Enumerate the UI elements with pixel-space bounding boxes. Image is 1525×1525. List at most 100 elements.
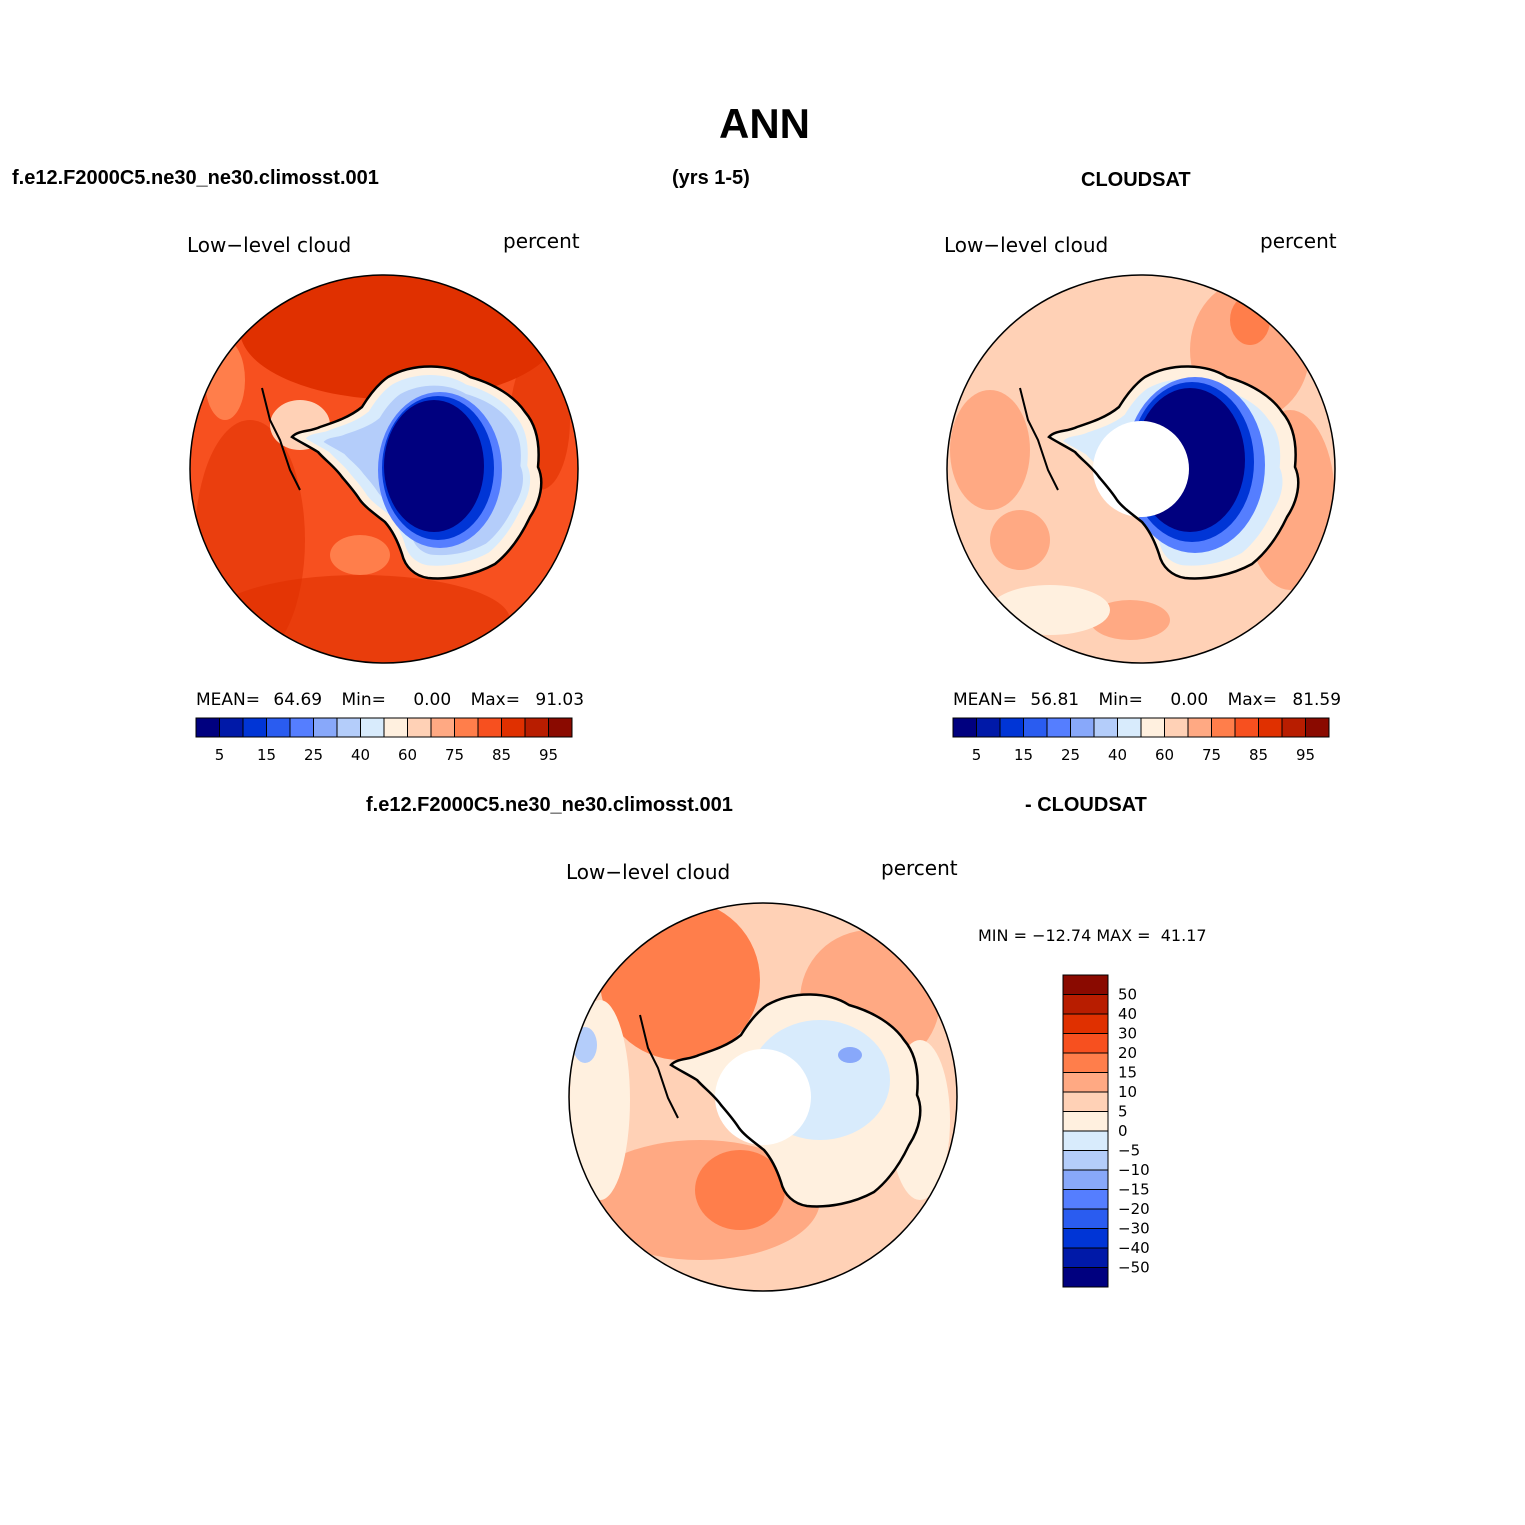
model-colorbar-swatch <box>383 717 408 738</box>
obs-colorbar-swatch <box>999 717 1024 738</box>
model-colorbar-swatch <box>430 717 455 738</box>
model-colorbar-swatch <box>242 717 267 738</box>
diff-colorbar-swatch <box>1062 1130 1109 1151</box>
diff-colorbar-tick-label: −40 <box>1118 1239 1150 1257</box>
obs-colorbar-swatch <box>1164 717 1189 738</box>
model-map <box>190 275 578 663</box>
model-max-value: 91.03 <box>535 690 585 710</box>
obs-min-value: 0.00 <box>1170 690 1209 710</box>
model-colorbar-swatch <box>289 717 314 738</box>
obs-colorbar-swatch <box>976 717 1001 738</box>
diff-colorbar-swatch <box>1062 1091 1109 1112</box>
diff-colorbar-tick-label: 10 <box>1118 1083 1137 1101</box>
model-colorbar-swatch <box>477 717 502 738</box>
diff-colorbar-swatch <box>1062 1267 1109 1288</box>
model-colorbar-swatch <box>266 717 291 738</box>
obs-stats: MEAN= 56.81 Min= 0.00 Max= 81.59 <box>953 690 1341 710</box>
diff-colorbar-swatch <box>1062 1052 1109 1073</box>
obs-colorbar-swatch <box>1281 717 1306 738</box>
model-colorbar-tick-label: 25 <box>304 746 323 764</box>
model-max-label: Max= <box>470 690 520 710</box>
diff-colorbar-swatch <box>1062 1208 1109 1229</box>
model-colorbar-swatch <box>336 717 361 738</box>
obs-colorbar-swatch <box>1234 717 1259 738</box>
obs-colorbar-tick-label: 75 <box>1202 746 1221 764</box>
obs-units-label: percent <box>1260 229 1337 253</box>
model-colorbar-swatch <box>219 717 244 738</box>
diff-colorbar-tick-label: −30 <box>1118 1220 1150 1238</box>
diff-map <box>569 903 957 1291</box>
diff-colorbar-tick-label: 15 <box>1118 1064 1137 1082</box>
plot-title: ANN <box>719 100 810 147</box>
model-colorbar-tick-label: 95 <box>539 746 558 764</box>
model-colorbar-tick-label: 75 <box>445 746 464 764</box>
model-min-label: Min= <box>341 690 386 710</box>
model-mean-value: 64.69 <box>273 690 323 710</box>
years-label: (yrs 1-5) <box>672 167 750 189</box>
diff-colorbar-swatch <box>1062 1189 1109 1210</box>
diff-variable-label: Low−level cloud <box>566 860 731 884</box>
diff-colorbar-tick-label: 50 <box>1118 986 1137 1004</box>
diff-colorbar-tick-label: 0 <box>1118 1122 1128 1140</box>
obs-colorbar-tick-label: 5 <box>972 746 982 764</box>
model-colorbar-swatch <box>501 717 526 738</box>
obs-colorbar-tick-label: 15 <box>1014 746 1033 764</box>
diff-colorbar-swatch <box>1062 974 1109 995</box>
obs-map-border <box>946 274 1336 664</box>
obs-colorbar-swatch <box>1093 717 1118 738</box>
diff-colorbar-swatch <box>1062 1033 1109 1054</box>
model-mean-label: MEAN= <box>196 690 260 710</box>
diff-units-label: percent <box>881 856 958 880</box>
diff-colorbar-tick-label: −50 <box>1118 1259 1150 1277</box>
diff-colorbar-tick-label: −15 <box>1118 1181 1150 1199</box>
diff-colorbar-tick-label: 20 <box>1118 1044 1137 1062</box>
model-colorbar-swatch <box>195 717 220 738</box>
obs-colorbar-swatch <box>1258 717 1283 738</box>
obs-colorbar-swatch <box>1305 717 1330 738</box>
model-colorbar-tick-label: 15 <box>257 746 276 764</box>
model-case-name: f.e12.F2000C5.ne30_ne30.climosst.001 <box>12 167 379 189</box>
obs-name: CLOUDSAT <box>1081 169 1191 191</box>
obs-variable-label: Low−level cloud <box>944 233 1109 257</box>
diff-colorbar-tick-label: 5 <box>1118 1103 1128 1121</box>
model-colorbar-swatch <box>524 717 549 738</box>
diff-colorbar-tick-label: −5 <box>1118 1142 1140 1160</box>
model-colorbar-swatch <box>454 717 479 738</box>
diff-colorbar-swatch <box>1062 994 1109 1015</box>
obs-colorbar-swatch <box>1023 717 1048 738</box>
obs-colorbar-swatch <box>1187 717 1212 738</box>
diff-colorbar-swatch <box>1062 1111 1109 1132</box>
obs-mean-label: MEAN= <box>953 690 1017 710</box>
obs-min-label: Min= <box>1098 690 1143 710</box>
diff-minmax: MIN = −12.74 MAX = 41.17 <box>978 926 1207 945</box>
model-variable-label: Low−level cloud <box>187 233 352 257</box>
obs-colorbar-swatch <box>952 717 977 738</box>
obs-colorbar-tick-label: 85 <box>1249 746 1268 764</box>
model-colorbar-tick-label: 5 <box>215 746 225 764</box>
obs-colorbar-swatch <box>1140 717 1165 738</box>
model-map-border <box>189 274 579 664</box>
model-colorbar-tick-label: 60 <box>398 746 417 764</box>
model-colorbar-tick-label: 40 <box>351 746 370 764</box>
obs-colorbar-tick-label: 25 <box>1061 746 1080 764</box>
obs-max-label: Max= <box>1227 690 1277 710</box>
diff-case-name: f.e12.F2000C5.ne30_ne30.climosst.001 <box>366 794 733 816</box>
diff-obs-name: - CLOUDSAT <box>1025 794 1147 816</box>
diff-colorbar-swatch <box>1062 1013 1109 1034</box>
model-stats: MEAN= 64.69 Min= 0.00 Max= 91.03 <box>196 690 584 710</box>
model-units-label: percent <box>503 229 580 253</box>
diff-colorbar-swatch <box>1062 1150 1109 1171</box>
diff-colorbar-tick-label: −20 <box>1118 1200 1150 1218</box>
obs-map <box>947 275 1335 663</box>
diff-colorbar-swatch <box>1062 1169 1109 1190</box>
diff-colorbar-swatch <box>1062 1072 1109 1093</box>
obs-colorbar-swatch <box>1117 717 1142 738</box>
obs-colorbar-tick-label: 40 <box>1108 746 1127 764</box>
obs-colorbar-swatch <box>1046 717 1071 738</box>
diff-map-border <box>568 902 958 1292</box>
obs-mean-value: 56.81 <box>1030 690 1080 710</box>
diff-colorbar-swatch <box>1062 1247 1109 1268</box>
diff-colorbar-tick-label: 40 <box>1118 1005 1137 1023</box>
